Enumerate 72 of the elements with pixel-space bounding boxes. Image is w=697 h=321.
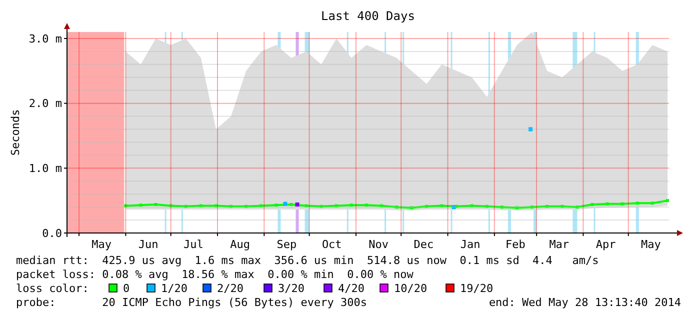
x-tick-label: Sep — [276, 238, 297, 251]
point — [440, 204, 444, 208]
chart-title: Last 400 Days — [321, 9, 415, 23]
point — [546, 204, 549, 208]
x-tick-label: Apr — [596, 238, 616, 251]
legend-label: 1/20 — [161, 282, 188, 295]
point — [380, 204, 384, 208]
point — [590, 202, 594, 206]
legend-label: 4/20 — [338, 282, 364, 295]
point — [350, 204, 353, 207]
legend-title: loss color: — [16, 282, 89, 295]
x-tick-label: Dec — [414, 238, 434, 251]
point — [230, 204, 233, 208]
x-tick-label: Nov — [368, 238, 389, 251]
point — [470, 204, 474, 208]
point — [528, 127, 533, 132]
legend-label: 10/20 — [394, 282, 428, 295]
legend-label: 19/20 — [460, 282, 494, 295]
point — [666, 199, 669, 202]
point — [214, 204, 218, 208]
point — [169, 204, 172, 208]
point — [274, 204, 278, 207]
point — [606, 202, 609, 206]
y-tick-label: 1.0 m — [28, 162, 62, 176]
point — [154, 202, 158, 206]
point — [452, 205, 456, 210]
text: probe: 20 ICMP Echo Pings (56 Bytes) every 300s — [16, 296, 367, 309]
y-tick-label: 2.0 m — [28, 97, 62, 110]
point — [290, 202, 293, 206]
x-tick-label: May — [92, 238, 112, 251]
point — [184, 204, 188, 208]
point — [650, 202, 654, 205]
point — [636, 202, 639, 205]
point — [576, 206, 579, 209]
point — [530, 206, 534, 209]
line-series — [124, 199, 669, 210]
point — [283, 202, 288, 206]
x-tick-label: Oct — [322, 238, 342, 251]
x-tick-label: Aug — [230, 238, 250, 251]
point — [395, 206, 398, 209]
x-tick-label: May — [641, 238, 662, 251]
x-tick-label: Mar — [549, 238, 570, 251]
y-tick-label: 3.0 m — [28, 32, 62, 46]
point — [560, 204, 564, 208]
point — [515, 206, 518, 210]
point — [500, 206, 504, 209]
y-axis-title: Seconds — [9, 109, 22, 156]
x-tick-label: Jun — [138, 238, 158, 251]
point — [295, 202, 300, 206]
point — [485, 204, 488, 208]
point — [425, 204, 428, 208]
point — [320, 204, 323, 208]
point — [364, 204, 368, 207]
text: median rtt: 425.9 us avg 1.6 ms max 356.6 us min 514.8 us now 0.1 ms sd 4.4 am/s — [16, 254, 599, 267]
point — [304, 204, 308, 208]
y-tick-label: 0.0 — [42, 226, 62, 240]
point — [410, 206, 414, 210]
legend-label: 2/20 — [217, 282, 244, 295]
x-tick-label: Feb — [506, 238, 526, 251]
point — [199, 204, 202, 208]
point — [260, 204, 263, 208]
legend-label: 0 — [123, 282, 130, 295]
x-tick-label: Jul — [183, 238, 204, 251]
point — [334, 204, 338, 208]
text: end: Wed May 28 13:13:40 2014 — [488, 296, 682, 309]
x-tick-label: Jan — [460, 238, 480, 251]
point — [124, 204, 128, 208]
point — [620, 202, 624, 206]
point — [244, 204, 248, 208]
legend-label: 3/20 — [278, 282, 304, 295]
text: packet loss: 0.08 % avg 18.56 % max 0.00 % min 0.00 % now — [16, 268, 414, 281]
point — [139, 204, 142, 207]
